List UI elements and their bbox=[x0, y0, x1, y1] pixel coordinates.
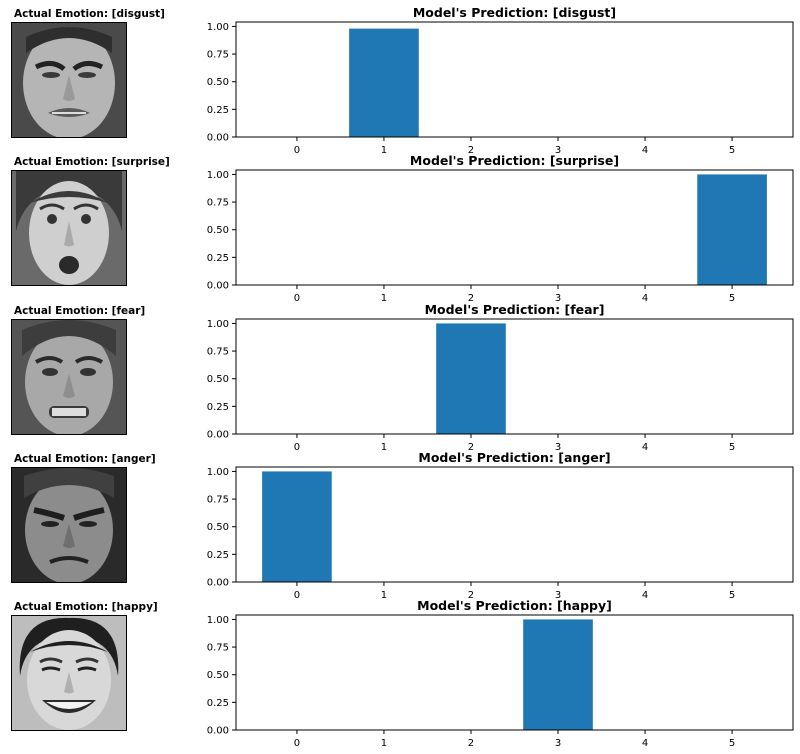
x-tick-label: 5 bbox=[729, 738, 735, 749]
x-tick-label: 0 bbox=[294, 145, 300, 156]
y-tick-label: 0.50 bbox=[207, 522, 229, 533]
actual-emotion-title: Actual Emotion: [surprise] bbox=[14, 156, 170, 168]
y-tick-label: 0.00 bbox=[207, 726, 229, 737]
plot-frame bbox=[235, 318, 794, 435]
result-row-disgust: Actual Emotion: [disgust] Model's Predic… bbox=[0, 5, 800, 156]
y-tick-label: 0.00 bbox=[207, 133, 229, 144]
x-tick-label: 0 bbox=[294, 738, 300, 749]
y-tick-label: 1.00 bbox=[207, 319, 229, 330]
plot-frame bbox=[235, 169, 794, 286]
prediction-title: Model's Prediction: [happy] bbox=[417, 598, 612, 613]
x-tick-label: 3 bbox=[555, 293, 561, 304]
x-tick-label: 3 bbox=[555, 590, 561, 601]
x-tick-label: 1 bbox=[381, 293, 387, 304]
x-tick-label: 1 bbox=[381, 738, 387, 749]
face-image-anger bbox=[11, 467, 127, 583]
prediction-title: Model's Prediction: [surprise] bbox=[409, 153, 620, 168]
y-tick-label: 1.00 bbox=[207, 170, 229, 181]
plot-frame bbox=[235, 466, 794, 583]
x-tick-label: 5 bbox=[729, 590, 735, 601]
face-image-happy bbox=[11, 615, 127, 731]
actual-emotion-title: Actual Emotion: [happy] bbox=[14, 601, 158, 613]
x-tick-label: 2 bbox=[468, 590, 474, 601]
prediction-title: Model's Prediction: [anger] bbox=[418, 450, 611, 465]
x-tick-label: 3 bbox=[555, 145, 561, 156]
x-tick-label: 0 bbox=[294, 590, 300, 601]
y-tick-label: 0.00 bbox=[207, 578, 229, 589]
prediction-chart-fear: 0.00 0.25 0.50 0.75 1.00 0 1 2 3 4 5 bbox=[207, 318, 794, 453]
y-tick-label: 1.00 bbox=[207, 467, 229, 478]
y-tick-label: 0.50 bbox=[207, 225, 229, 236]
face-image-surprise bbox=[11, 170, 127, 286]
result-row-fear: Actual Emotion: [fear] Model's Predictio… bbox=[0, 302, 800, 453]
bar-0 bbox=[262, 471, 332, 582]
bar-5 bbox=[697, 174, 767, 285]
x-tick-label: 1 bbox=[381, 145, 387, 156]
y-tick-label: 0.25 bbox=[207, 253, 229, 264]
result-row-happy: Actual Emotion: [happy] Model's Predicti… bbox=[0, 598, 800, 749]
x-tick-label: 2 bbox=[468, 442, 474, 453]
y-tick-label: 0.50 bbox=[207, 77, 229, 88]
x-tick-label: 3 bbox=[555, 442, 561, 453]
face-image-fear bbox=[11, 319, 127, 435]
prediction-chart-anger: 0.00 0.25 0.50 0.75 1.00 0 1 2 3 4 5 bbox=[207, 466, 794, 601]
y-tick-label: 0.75 bbox=[207, 347, 229, 358]
x-tick-label: 5 bbox=[729, 145, 735, 156]
actual-emotion-title: Actual Emotion: [anger] bbox=[14, 453, 156, 465]
y-tick-label: 1.00 bbox=[207, 22, 229, 33]
prediction-title: Model's Prediction: [fear] bbox=[424, 302, 605, 317]
y-tick-label: 0.50 bbox=[207, 374, 229, 385]
x-tick-label: 2 bbox=[468, 145, 474, 156]
actual-emotion-title: Actual Emotion: [fear] bbox=[14, 305, 146, 317]
x-tick-label: 5 bbox=[729, 293, 735, 304]
x-tick-label: 0 bbox=[294, 293, 300, 304]
x-tick-label: 4 bbox=[642, 293, 648, 304]
prediction-chart-disgust: 0.00 0.25 0.50 0.75 1.00 0 1 2 3 4 5 bbox=[207, 21, 794, 156]
actual-emotion-title: Actual Emotion: [disgust] bbox=[14, 8, 165, 20]
bar-2 bbox=[436, 323, 506, 434]
plot-frame bbox=[235, 21, 794, 138]
y-tick-label: 1.00 bbox=[207, 615, 229, 626]
y-tick-label: 0.50 bbox=[207, 670, 229, 681]
x-tick-label: 4 bbox=[642, 590, 648, 601]
bar-1 bbox=[349, 28, 419, 138]
x-tick-label: 2 bbox=[468, 738, 474, 749]
x-tick-label: 1 bbox=[381, 590, 387, 601]
x-tick-label: 5 bbox=[729, 442, 735, 453]
y-tick-label: 0.25 bbox=[207, 105, 229, 116]
y-tick-label: 0.75 bbox=[207, 198, 229, 209]
face-image-disgust bbox=[11, 22, 127, 138]
y-tick-label: 0.75 bbox=[207, 50, 229, 61]
bar-3 bbox=[523, 619, 593, 730]
y-tick-label: 0.00 bbox=[207, 281, 229, 292]
y-tick-label: 0.25 bbox=[207, 698, 229, 709]
y-tick-label: 0.75 bbox=[207, 643, 229, 654]
prediction-title: Model's Prediction: [disgust] bbox=[412, 5, 617, 20]
y-tick-label: 0.00 bbox=[207, 430, 229, 441]
x-tick-label: 4 bbox=[642, 145, 648, 156]
prediction-chart-happy: 0.00 0.25 0.50 0.75 1.00 0 1 2 3 4 5 bbox=[207, 614, 794, 749]
x-tick-label: 2 bbox=[468, 293, 474, 304]
x-tick-label: 4 bbox=[642, 442, 648, 453]
x-tick-label: 0 bbox=[294, 442, 300, 453]
y-tick-label: 0.75 bbox=[207, 495, 229, 506]
prediction-chart-surprise: 0.00 0.25 0.50 0.75 1.00 0 1 2 3 4 5 bbox=[207, 169, 794, 304]
x-tick-label: 1 bbox=[381, 442, 387, 453]
result-row-anger: Actual Emotion: [anger] Model's Predicti… bbox=[0, 450, 800, 601]
y-tick-label: 0.25 bbox=[207, 550, 229, 561]
x-tick-label: 3 bbox=[555, 738, 561, 749]
y-tick-label: 0.25 bbox=[207, 402, 229, 413]
result-row-surprise: Actual Emotion: [surprise] Model's Predi… bbox=[0, 153, 800, 304]
plot-frame bbox=[235, 614, 794, 731]
x-tick-label: 4 bbox=[642, 738, 648, 749]
